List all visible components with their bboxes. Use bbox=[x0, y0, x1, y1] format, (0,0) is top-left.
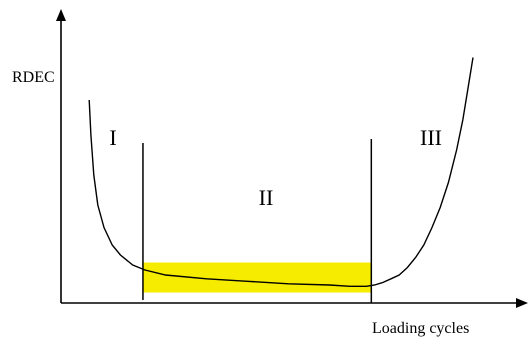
x-axis-arrow bbox=[516, 298, 528, 308]
region-label-III: III bbox=[420, 125, 442, 150]
rdec-curve bbox=[88, 57, 474, 287]
highlight-band bbox=[142, 262, 372, 293]
y-axis-arrow bbox=[56, 9, 66, 21]
region-label-I: I bbox=[109, 125, 116, 150]
x-axis-label: Loading cycles bbox=[372, 320, 469, 337]
y-axis-label: RDEC bbox=[12, 69, 55, 86]
region-label-II: II bbox=[259, 185, 274, 210]
